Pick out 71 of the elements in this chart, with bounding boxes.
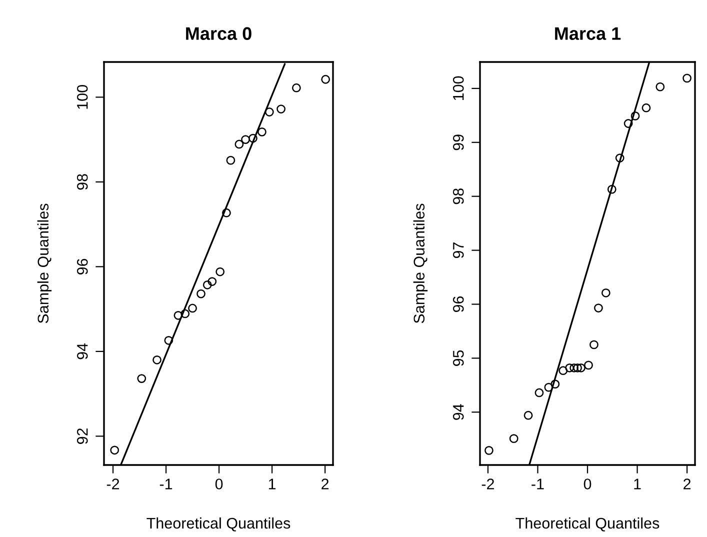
y-tick-label: 95: [452, 350, 464, 366]
point: [234, 140, 244, 149]
point: [188, 304, 197, 313]
y-tick-label: 99: [452, 134, 464, 150]
point: [110, 446, 120, 455]
point: [196, 289, 206, 298]
point: [164, 336, 174, 345]
x-tick-label: 2: [322, 478, 329, 490]
point: [276, 104, 286, 114]
point: [202, 280, 212, 290]
y-tick-label: 100: [76, 85, 88, 109]
y-axis-title: Sample Quantiles: [37, 204, 52, 324]
y-tick-label: 92: [76, 428, 88, 444]
point: [484, 446, 494, 455]
point: [216, 267, 225, 276]
chart-title: Marca 1: [555, 27, 621, 40]
y-tick-label: 98: [452, 188, 464, 204]
x-tick-label: 1: [634, 478, 641, 490]
point: [594, 304, 603, 312]
y-axis-title: Sample Quantiles: [413, 204, 428, 324]
point: [292, 83, 301, 92]
point: [558, 366, 568, 376]
x-tick-label: 0: [215, 478, 223, 490]
x-tick-label: -1: [160, 478, 172, 490]
y-tick-label: 94: [452, 404, 464, 420]
point: [624, 119, 633, 128]
y-tick-label: 97: [452, 242, 464, 258]
point: [222, 208, 231, 218]
point: [208, 277, 217, 286]
y-tick-label: 96: [452, 296, 464, 312]
x-tick-label: -1: [532, 478, 544, 490]
y-tick-label: 94: [76, 343, 88, 360]
point: [607, 184, 616, 194]
x-axis-title: Theoretical Quantiles: [146, 517, 290, 532]
point: [642, 103, 651, 112]
point: [241, 135, 250, 144]
point: [630, 112, 640, 120]
point: [321, 74, 330, 84]
point: [524, 410, 533, 420]
point: [258, 127, 266, 136]
point: [226, 156, 236, 165]
point: [180, 309, 190, 318]
point: [565, 363, 574, 372]
point: [137, 374, 146, 383]
point: [534, 388, 544, 398]
point: [576, 363, 586, 372]
y-tick-label: 100: [452, 76, 464, 100]
x-tick-label: -2: [106, 478, 120, 490]
point: [590, 340, 598, 350]
point: [174, 310, 183, 320]
point: [682, 74, 692, 83]
x-tick-label: 0: [584, 478, 592, 490]
y-tick-label: 98: [76, 174, 88, 190]
point: [264, 108, 274, 116]
point: [570, 363, 579, 372]
point: [248, 134, 258, 143]
point: [573, 363, 582, 372]
y-tick-label: 96: [76, 258, 88, 274]
point: [601, 288, 610, 298]
x-axis-title: Theoretical Quantiles: [516, 517, 660, 532]
x-tick-label: -2: [482, 478, 494, 490]
point: [544, 382, 554, 392]
x-tick-label: 2: [684, 478, 691, 490]
point: [615, 154, 624, 162]
chart-title: Marca 0: [186, 27, 252, 40]
point: [152, 355, 162, 364]
x-tick-label: 1: [268, 478, 276, 490]
point: [550, 380, 560, 389]
point: [509, 434, 518, 444]
point: [656, 82, 665, 92]
point: [584, 360, 593, 370]
